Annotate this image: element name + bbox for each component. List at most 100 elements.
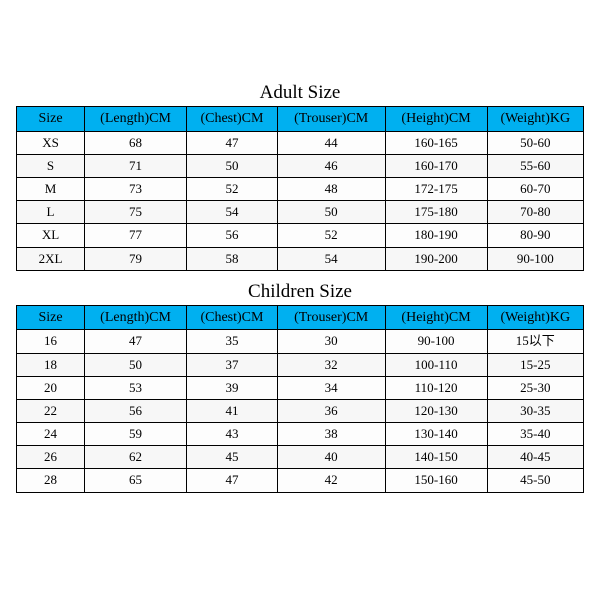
- table-row: XS684744160-16550-60: [17, 131, 584, 154]
- adult-table: Size (Length)CM (Chest)CM (Trouser)CM (H…: [16, 106, 584, 271]
- col-length: (Length)CM: [85, 107, 187, 132]
- cell: 140-150: [385, 446, 487, 469]
- col-height: (Height)CM: [385, 107, 487, 132]
- cell: 50: [277, 201, 385, 224]
- cell: 54: [187, 201, 278, 224]
- cell: 37: [187, 353, 278, 376]
- cell: 60-70: [487, 177, 583, 200]
- table-row: 18503732100-11015-25: [17, 353, 584, 376]
- cell: 180-190: [385, 224, 487, 247]
- cell: 50: [187, 154, 278, 177]
- cell: 65: [85, 469, 187, 492]
- cell: 41: [187, 399, 278, 422]
- cell: 39: [187, 376, 278, 399]
- cell: 58: [187, 247, 278, 270]
- adult-header-row: Size (Length)CM (Chest)CM (Trouser)CM (H…: [17, 107, 584, 132]
- cell: 35-40: [487, 423, 583, 446]
- cell: 75: [85, 201, 187, 224]
- cell: 42: [277, 469, 385, 492]
- cell: 15以下: [487, 330, 583, 353]
- cell: 62: [85, 446, 187, 469]
- cell: S: [17, 154, 85, 177]
- adult-title: Adult Size: [16, 82, 584, 104]
- cell: 73: [85, 177, 187, 200]
- cell: 100-110: [385, 353, 487, 376]
- col-height: (Height)CM: [385, 305, 487, 330]
- cell: 2XL: [17, 247, 85, 270]
- cell: 34: [277, 376, 385, 399]
- cell: 35: [187, 330, 278, 353]
- cell: 50: [85, 353, 187, 376]
- cell: 80-90: [487, 224, 583, 247]
- table-row: 24594338130-14035-40: [17, 423, 584, 446]
- cell: 36: [277, 399, 385, 422]
- table-row: 26624540140-15040-45: [17, 446, 584, 469]
- cell: 18: [17, 353, 85, 376]
- cell: 38: [277, 423, 385, 446]
- table-row: L755450175-18070-80: [17, 201, 584, 224]
- table-row: M735248172-17560-70: [17, 177, 584, 200]
- table-row: XL775652180-19080-90: [17, 224, 584, 247]
- col-weight: (Weight)KG: [487, 107, 583, 132]
- cell: 130-140: [385, 423, 487, 446]
- cell: 150-160: [385, 469, 487, 492]
- table-row: 22564136120-13030-35: [17, 399, 584, 422]
- cell: 47: [85, 330, 187, 353]
- table-row: S715046160-17055-60: [17, 154, 584, 177]
- col-weight: (Weight)KG: [487, 305, 583, 330]
- cell: 22: [17, 399, 85, 422]
- cell: 40-45: [487, 446, 583, 469]
- cell: XL: [17, 224, 85, 247]
- cell: XS: [17, 131, 85, 154]
- cell: 40: [277, 446, 385, 469]
- children-table: Size (Length)CM (Chest)CM (Trouser)CM (H…: [16, 305, 584, 493]
- cell: 90-100: [487, 247, 583, 270]
- cell: 172-175: [385, 177, 487, 200]
- col-chest: (Chest)CM: [187, 305, 278, 330]
- col-length: (Length)CM: [85, 305, 187, 330]
- cell: 30: [277, 330, 385, 353]
- cell: 44: [277, 131, 385, 154]
- cell: 50-60: [487, 131, 583, 154]
- cell: 24: [17, 423, 85, 446]
- cell: L: [17, 201, 85, 224]
- cell: 43: [187, 423, 278, 446]
- cell: 175-180: [385, 201, 487, 224]
- cell: 25-30: [487, 376, 583, 399]
- cell: 90-100: [385, 330, 487, 353]
- cell: 190-200: [385, 247, 487, 270]
- cell: 30-35: [487, 399, 583, 422]
- cell: 59: [85, 423, 187, 446]
- cell: 47: [187, 131, 278, 154]
- cell: 55-60: [487, 154, 583, 177]
- cell: 110-120: [385, 376, 487, 399]
- cell: 28: [17, 469, 85, 492]
- cell: 53: [85, 376, 187, 399]
- col-size: Size: [17, 305, 85, 330]
- cell: 160-170: [385, 154, 487, 177]
- table-row: 2XL795854190-20090-100: [17, 247, 584, 270]
- cell: 46: [277, 154, 385, 177]
- size-chart: Adult Size Size (Length)CM (Chest)CM (Tr…: [0, 0, 600, 493]
- cell: 26: [17, 446, 85, 469]
- cell: 16: [17, 330, 85, 353]
- children-header-row: Size (Length)CM (Chest)CM (Trouser)CM (H…: [17, 305, 584, 330]
- cell: 56: [85, 399, 187, 422]
- cell: 47: [187, 469, 278, 492]
- table-row: 28654742150-16045-50: [17, 469, 584, 492]
- cell: 52: [187, 177, 278, 200]
- col-size: Size: [17, 107, 85, 132]
- col-chest: (Chest)CM: [187, 107, 278, 132]
- cell: 120-130: [385, 399, 487, 422]
- cell: 48: [277, 177, 385, 200]
- cell: 32: [277, 353, 385, 376]
- table-row: 20533934110-12025-30: [17, 376, 584, 399]
- cell: M: [17, 177, 85, 200]
- col-trouser: (Trouser)CM: [277, 107, 385, 132]
- cell: 20: [17, 376, 85, 399]
- cell: 54: [277, 247, 385, 270]
- children-title: Children Size: [16, 281, 584, 303]
- cell: 68: [85, 131, 187, 154]
- cell: 160-165: [385, 131, 487, 154]
- cell: 79: [85, 247, 187, 270]
